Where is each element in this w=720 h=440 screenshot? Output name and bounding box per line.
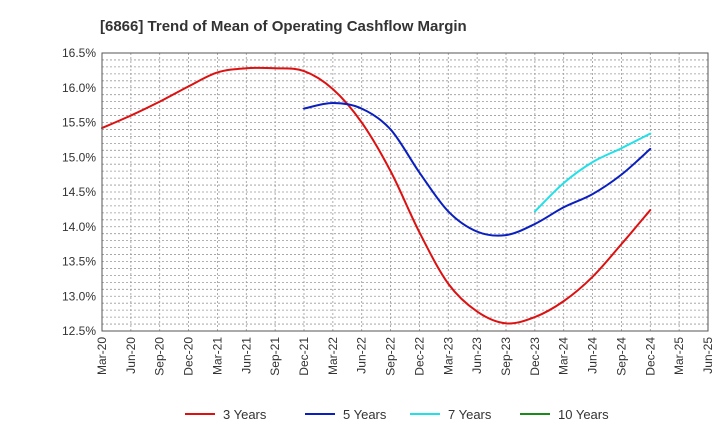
x-tick-label: Mar-23 <box>441 337 455 375</box>
x-tick-label: Dec-23 <box>528 337 542 376</box>
x-tick-label: Mar-22 <box>326 337 340 375</box>
y-axis-ticks: 12.5% 13.0% 13.5% 14.0% 14.5% 15.0% 15.5% 16.0%… <box>62 46 96 338</box>
legend: 3 Years 5 Years 7 Years 10 Years <box>185 407 609 422</box>
series-line-7-years <box>533 132 652 213</box>
x-tick-label: Jun-21 <box>239 337 253 374</box>
series-lines <box>101 66 652 325</box>
grid <box>102 53 708 331</box>
x-tick-label: Mar-21 <box>210 337 224 375</box>
y-tick-label: 13.5% <box>62 255 96 269</box>
y-tick-label: 14.0% <box>62 220 96 234</box>
x-tick-label: Jun-24 <box>586 337 600 374</box>
y-tick-label: 16.0% <box>62 81 96 95</box>
chart-title: [6866] Trend of Mean of Operating Cashfl… <box>100 18 467 35</box>
x-tick-label: Dec-20 <box>182 337 196 376</box>
series-line-5-years <box>303 102 652 237</box>
x-axis-ticks: Mar-20 Jun-20 Sep-20 Dec-20 Mar-21 Jun-21 Sep-… <box>95 337 715 376</box>
legend-label-5-years: 5 Years <box>343 407 387 422</box>
series-line-3-years <box>101 66 652 325</box>
x-tick-label: Dec-21 <box>297 337 311 376</box>
legend-label-10-years: 10 Years <box>558 407 609 422</box>
x-tick-label: Mar-20 <box>95 337 109 375</box>
y-tick-label: 16.5% <box>62 46 96 60</box>
plot-frame <box>101 52 709 332</box>
x-tick-label: Sep-23 <box>499 337 513 376</box>
x-tick-label: Sep-24 <box>614 337 628 376</box>
x-tick-label: Mar-25 <box>672 337 686 375</box>
legend-label-3-years: 3 Years <box>223 407 267 422</box>
x-tick-label: Mar-24 <box>557 337 571 375</box>
y-tick-label: 15.5% <box>62 116 96 130</box>
x-tick-label: Jun-22 <box>355 337 369 374</box>
x-tick-label: Dec-22 <box>412 337 426 376</box>
y-tick-label: 13.0% <box>62 289 96 303</box>
x-tick-label: Sep-22 <box>384 337 398 376</box>
x-tick-label: Jun-20 <box>124 337 138 374</box>
x-tick-label: Jun-25 <box>701 337 715 374</box>
x-tick-label: Dec-24 <box>643 337 657 376</box>
x-tick-label: Sep-21 <box>268 337 282 376</box>
y-tick-label: 12.5% <box>62 324 96 338</box>
y-tick-label: 15.0% <box>62 150 96 164</box>
x-tick-label: Sep-20 <box>153 337 167 376</box>
legend-label-7-years: 7 Years <box>448 407 492 422</box>
x-tick-label: Jun-23 <box>470 337 484 374</box>
y-tick-label: 14.5% <box>62 185 96 199</box>
